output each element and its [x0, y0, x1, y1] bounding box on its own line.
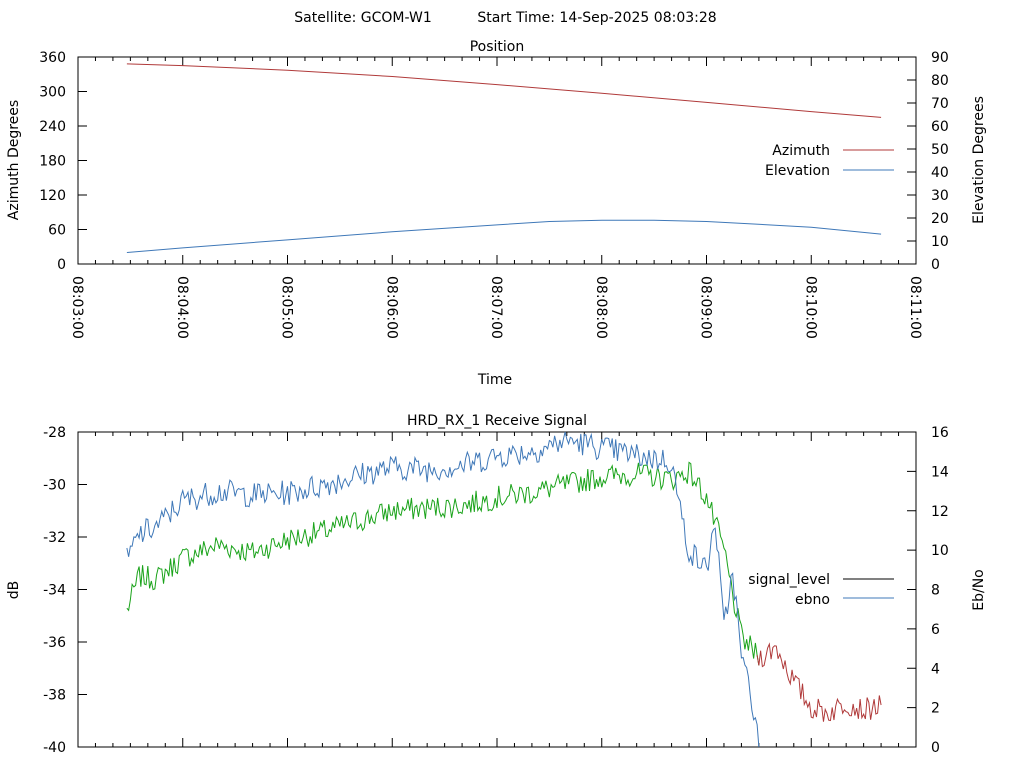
position-y2label: Elevation Degrees [971, 96, 987, 224]
y2-tick-label: 4 [931, 661, 940, 677]
signal-chart: HRD_RX_1 Receive Signal -40-38-36-34-32-… [6, 413, 987, 756]
y-tick-label: -36 [43, 635, 66, 651]
signal-legend: signal_level ebno [748, 572, 894, 608]
signal-level-line-locked [126, 461, 760, 666]
y2-tick-label: 10 [931, 234, 949, 250]
position-chart-title: Position [470, 39, 525, 55]
y2-tick-label: 90 [931, 50, 949, 66]
position-series [126, 63, 882, 253]
header-start-time: Start Time: 14-Sep-2025 08:03:28 [477, 10, 716, 26]
x-tick-label: 08:07:00 [488, 276, 504, 339]
x-tick-label: 08:09:00 [698, 276, 714, 339]
x-tick-label: 08:11:00 [907, 276, 923, 339]
y2-tick-label: 20 [931, 211, 949, 227]
y2-tick-label: 6 [931, 622, 940, 638]
y-tick-label: -32 [43, 530, 66, 546]
y-tick-label: -40 [43, 740, 66, 756]
y2-tick-label: 30 [931, 188, 949, 204]
x-tick-label: 08:06:00 [383, 276, 399, 339]
legend-azimuth-label: Azimuth [772, 143, 830, 159]
signal-level-line [756, 642, 882, 722]
y-tick-label: 60 [48, 223, 66, 239]
y2-tick-label: 8 [931, 583, 940, 599]
x-tick-label: 08:10:00 [802, 276, 818, 339]
y-tick-label: 360 [39, 50, 66, 66]
y2-tick-label: 40 [931, 165, 949, 181]
y-tick-label: -28 [43, 425, 66, 441]
y2-tick-label: 50 [931, 142, 949, 158]
y2-tick-label: 0 [931, 740, 940, 756]
y-tick-label: -38 [43, 688, 66, 704]
x-tick-label: 08:08:00 [593, 276, 609, 339]
y2-tick-label: 0 [931, 257, 940, 273]
header-satellite: Satellite: GCOM-W1 [294, 10, 431, 26]
x-tick-label: 08:05:00 [279, 276, 295, 339]
y-tick-label: -34 [43, 583, 66, 599]
y2-tick-label: 80 [931, 73, 949, 89]
legend-ebno-label: ebno [795, 592, 830, 608]
signal-axes: -40 -38 -36 -34 -32 -30 -28 0 2 4 6 8 10 12 14 16 [43, 425, 949, 756]
position-chart: Position 08:03:00 08:04:00 08:05:00 08:06:0… [6, 39, 987, 388]
azimuth-line [126, 63, 882, 118]
x-tick-label: 08:04:00 [174, 276, 190, 339]
position-axes: 08:03:00 08:04:00 08:05:00 08:06:00 08:07:00… [39, 50, 949, 339]
position-plot-frame [77, 56, 917, 265]
x-tick-label: 08:03:00 [69, 276, 85, 339]
ebno-line [126, 431, 760, 748]
y2-tick-label: 60 [931, 119, 949, 135]
position-xlabel: Time [477, 372, 512, 388]
signal-ylabel: dB [6, 581, 22, 600]
y-tick-label: 120 [39, 188, 66, 204]
y-tick-label: -30 [43, 478, 66, 494]
elevation-line [126, 219, 882, 253]
legend-signal-level-label: signal_level [748, 572, 830, 588]
y2-tick-label: 10 [931, 543, 949, 559]
y2-tick-label: 2 [931, 701, 940, 717]
y2-tick-label: 12 [931, 504, 949, 520]
signal-series [126, 431, 882, 748]
signal-y2label: Eb/No [971, 569, 987, 611]
signal-plot-frame [77, 431, 917, 748]
y-tick-label: 180 [39, 154, 66, 170]
position-legend: Azimuth Elevation [765, 143, 894, 179]
y-tick-label: 240 [39, 119, 66, 135]
y-tick-label: 300 [39, 85, 66, 101]
y2-tick-label: 14 [931, 464, 949, 480]
y2-tick-label: 70 [931, 96, 949, 112]
y-tick-label: 0 [57, 257, 66, 273]
signal-chart-title: HRD_RX_1 Receive Signal [407, 413, 587, 429]
legend-elevation-label: Elevation [765, 163, 830, 179]
y2-tick-label: 16 [931, 425, 949, 441]
position-ylabel: Azimuth Degrees [6, 100, 22, 220]
